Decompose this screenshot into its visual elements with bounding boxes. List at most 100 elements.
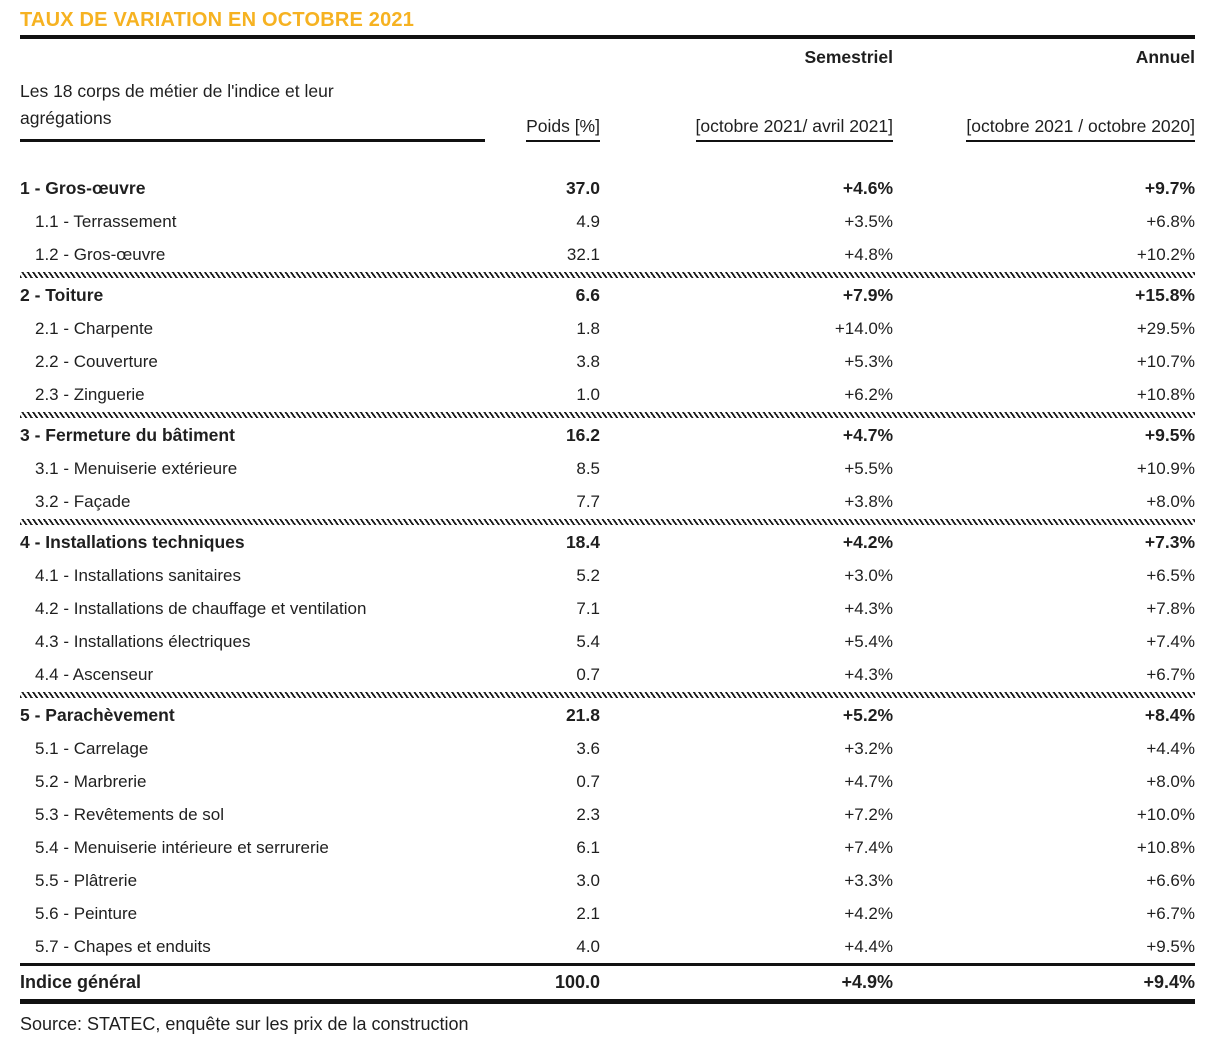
row-poids: 4.0 — [576, 937, 600, 956]
row-annuel: +6.6% — [1146, 871, 1195, 890]
table-row: 1.1 - Terrassement 4.9 +3.5% +6.8% — [20, 205, 1195, 238]
row-semestriel: +4.3% — [844, 665, 893, 684]
table-row: 4.3 - Installations électriques 5.4 +5.4… — [20, 625, 1195, 658]
row-poids: 1.8 — [576, 319, 600, 338]
row-label: 5.1 - Carrelage — [35, 739, 149, 758]
row-label: 4.2 - Installations de chauffage et vent… — [35, 599, 367, 618]
section-divider — [20, 519, 1195, 525]
row-label: 5.7 - Chapes et enduits — [35, 937, 211, 956]
row-semestriel: +7.9% — [842, 285, 893, 305]
row-annuel: +6.7% — [1146, 665, 1195, 684]
table-row: 2.2 - Couverture 3.8 +5.3% +10.7% — [20, 345, 1195, 378]
row-semestriel: +4.2% — [844, 904, 893, 923]
source-note: Source: STATEC, enquête sur les prix de … — [20, 1014, 469, 1034]
row-annuel: +10.9% — [1136, 459, 1195, 478]
row-poids: 5.2 — [576, 566, 600, 585]
row-label: 4 - Installations techniques — [20, 532, 245, 552]
row-label: 5 - Parachèvement — [20, 705, 175, 725]
row-label: 1.2 - Gros-œuvre — [35, 245, 166, 264]
column-header-row: Les 18 corps de métier de l'indice et le… — [20, 78, 1195, 142]
total-semestriel: +4.9% — [841, 972, 893, 992]
row-annuel: +9.5% — [1144, 425, 1195, 445]
row-semestriel: +14.0% — [834, 319, 893, 338]
table-row: 3.2 - Façade 7.7 +3.8% +8.0% — [20, 485, 1195, 518]
header-annuel: Annuel — [1135, 47, 1195, 67]
row-label: 5.4 - Menuiserie intérieure et serrureri… — [35, 838, 329, 857]
row-semestriel: +5.5% — [844, 459, 893, 478]
row-semestriel: +5.3% — [844, 352, 893, 371]
row-annuel: +10.7% — [1136, 352, 1195, 371]
row-poids: 2.3 — [576, 805, 600, 824]
row-semestriel: +4.7% — [842, 425, 893, 445]
total-poids: 100.0 — [554, 972, 600, 992]
row-poids: 0.7 — [576, 772, 600, 791]
total-row: Indice général 100.0 +4.9% +9.4% — [20, 963, 1195, 1004]
row-annuel: +8.4% — [1144, 705, 1195, 725]
row-label: 2.2 - Couverture — [35, 352, 158, 371]
table-row: 5 - Parachèvement 21.8 +5.2% +8.4% — [20, 699, 1195, 732]
total-label: Indice général — [20, 972, 142, 992]
table-row: 5.1 - Carrelage 3.6 +3.2% +4.4% — [20, 732, 1195, 765]
row-semestriel: +6.2% — [844, 385, 893, 404]
row-annuel: +10.8% — [1136, 385, 1195, 404]
row-poids: 21.8 — [565, 705, 600, 725]
table-row: 5.4 - Menuiserie intérieure et serrureri… — [20, 831, 1195, 864]
table-row: 4.1 - Installations sanitaires 5.2 +3.0%… — [20, 559, 1195, 592]
total-annuel: +9.4% — [1143, 972, 1195, 992]
row-semestriel: +4.4% — [844, 937, 893, 956]
row-label: 3.2 - Façade — [35, 492, 131, 511]
row-annuel: +10.8% — [1136, 838, 1195, 857]
row-semestriel: +7.2% — [844, 805, 893, 824]
table-row: 3 - Fermeture du bâtiment 16.2 +4.7% +9.… — [20, 419, 1195, 452]
row-poids: 3.0 — [576, 871, 600, 890]
table-row: 1 - Gros-œuvre 37.0 +4.6% +9.7% — [20, 172, 1195, 205]
row-annuel: +6.5% — [1146, 566, 1195, 585]
row-semestriel: +4.7% — [844, 772, 893, 791]
row-label: 4.3 - Installations électriques — [35, 632, 251, 651]
row-label: 3 - Fermeture du bâtiment — [20, 425, 235, 445]
row-poids: 32.1 — [566, 245, 600, 264]
table-row: 2.3 - Zinguerie 1.0 +6.2% +10.8% — [20, 378, 1195, 411]
period-group-header: Semestriel Annuel — [20, 46, 1195, 68]
row-poids: 0.7 — [576, 665, 600, 684]
row-poids: 5.4 — [576, 632, 600, 651]
row-annuel: +6.8% — [1146, 212, 1195, 231]
spacer — [20, 46, 485, 68]
table-row: 5.5 - Plâtrerie 3.0 +3.3% +6.6% — [20, 864, 1195, 897]
row-annuel: +10.2% — [1136, 245, 1195, 264]
row-annuel: +6.7% — [1146, 904, 1195, 923]
section-divider — [20, 272, 1195, 278]
table-row: 5.6 - Peinture 2.1 +4.2% +6.7% — [20, 897, 1195, 930]
row-semestriel: +4.6% — [842, 178, 893, 198]
row-label: 1 - Gros-œuvre — [20, 178, 146, 198]
header-annuel-period: [octobre 2021 / octobre 2020] — [893, 116, 1195, 142]
section-divider — [20, 412, 1195, 418]
row-poids: 6.6 — [575, 285, 600, 305]
row-semestriel: +5.2% — [842, 705, 893, 725]
section-divider — [20, 692, 1195, 698]
row-poids: 8.5 — [576, 459, 600, 478]
header-label-line1: Les 18 corps de métier de l'indice et le… — [20, 81, 334, 101]
table-row: 3.1 - Menuiserie extérieure 8.5 +5.5% +1… — [20, 452, 1195, 485]
table-row: 4 - Installations techniques 18.4 +4.2% … — [20, 526, 1195, 559]
row-annuel: +10.0% — [1136, 805, 1195, 824]
row-poids: 16.2 — [565, 425, 600, 445]
row-semestriel: +3.2% — [844, 739, 893, 758]
row-annuel: +9.7% — [1144, 178, 1195, 198]
row-poids: 37.0 — [565, 178, 600, 198]
table-row: 1.2 - Gros-œuvre 32.1 +4.8% +10.2% — [20, 238, 1195, 271]
row-semestriel: +4.2% — [842, 532, 893, 552]
header-label-line2: agrégations — [20, 108, 112, 128]
header-label-column: Les 18 corps de métier de l'indice et le… — [20, 78, 485, 142]
row-semestriel: +3.0% — [844, 566, 893, 585]
row-poids: 3.6 — [576, 739, 600, 758]
spacer — [485, 46, 600, 68]
row-annuel: +29.5% — [1136, 319, 1195, 338]
row-poids: 7.1 — [576, 599, 600, 618]
row-label: 2.1 - Charpente — [35, 319, 154, 338]
row-label: 1.1 - Terrassement — [35, 212, 177, 231]
table-row: 2.1 - Charpente 1.8 +14.0% +29.5% — [20, 312, 1195, 345]
row-poids: 2.1 — [576, 904, 600, 923]
table-body: 1 - Gros-œuvre 37.0 +4.6% +9.7% 1.1 - Te… — [20, 172, 1195, 963]
row-label: 5.3 - Revêtements de sol — [35, 805, 224, 824]
